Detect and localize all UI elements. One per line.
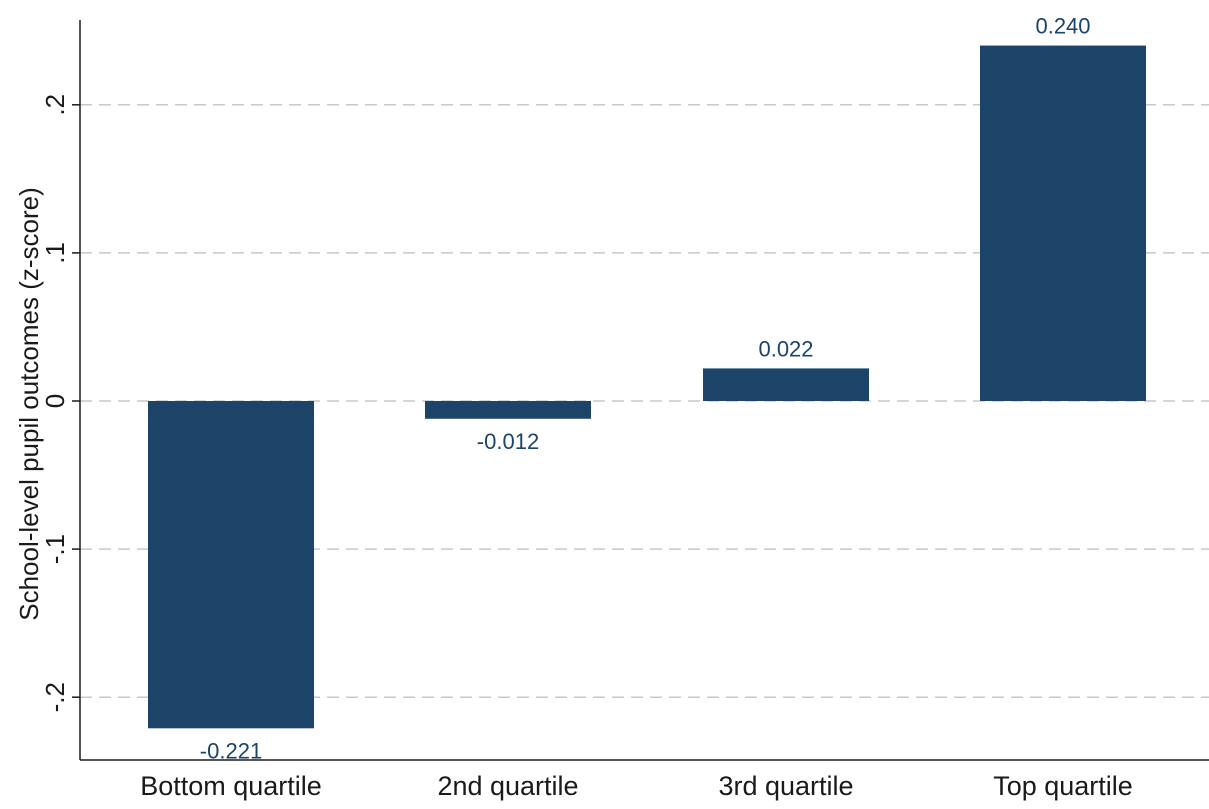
y-tick-label: .1	[40, 242, 70, 264]
y-ticks: -.2 -.1 0 .1 .2	[40, 94, 80, 712]
y-axis-title: School-level pupil outcomes (z-score)	[14, 187, 44, 621]
x-category-label: Bottom quartile	[140, 771, 322, 801]
x-category-label: 3rd quartile	[718, 771, 853, 801]
x-category-label: Top quartile	[993, 771, 1133, 801]
bars	[148, 45, 1146, 729]
y-tick-label: 0	[40, 394, 70, 408]
y-tick-label: .2	[40, 94, 70, 116]
bar-value-label: -0.221	[200, 738, 262, 763]
bar	[425, 401, 591, 419]
bar	[148, 401, 314, 729]
bar	[703, 368, 869, 401]
x-category-label: 2nd quartile	[437, 771, 578, 801]
axes	[79, 20, 1209, 761]
value-labels: -0.221 -0.012 0.022 0.240	[200, 14, 1091, 764]
bar-value-label: 0.022	[758, 336, 813, 361]
bar-value-label: -0.012	[477, 429, 539, 454]
bar	[980, 45, 1146, 402]
y-tick-label: -.1	[40, 534, 70, 564]
x-category-labels: Bottom quartile 2nd quartile 3rd quartile T…	[140, 771, 1133, 801]
bar-value-label: 0.240	[1035, 14, 1090, 39]
y-tick-label: -.2	[40, 682, 70, 712]
